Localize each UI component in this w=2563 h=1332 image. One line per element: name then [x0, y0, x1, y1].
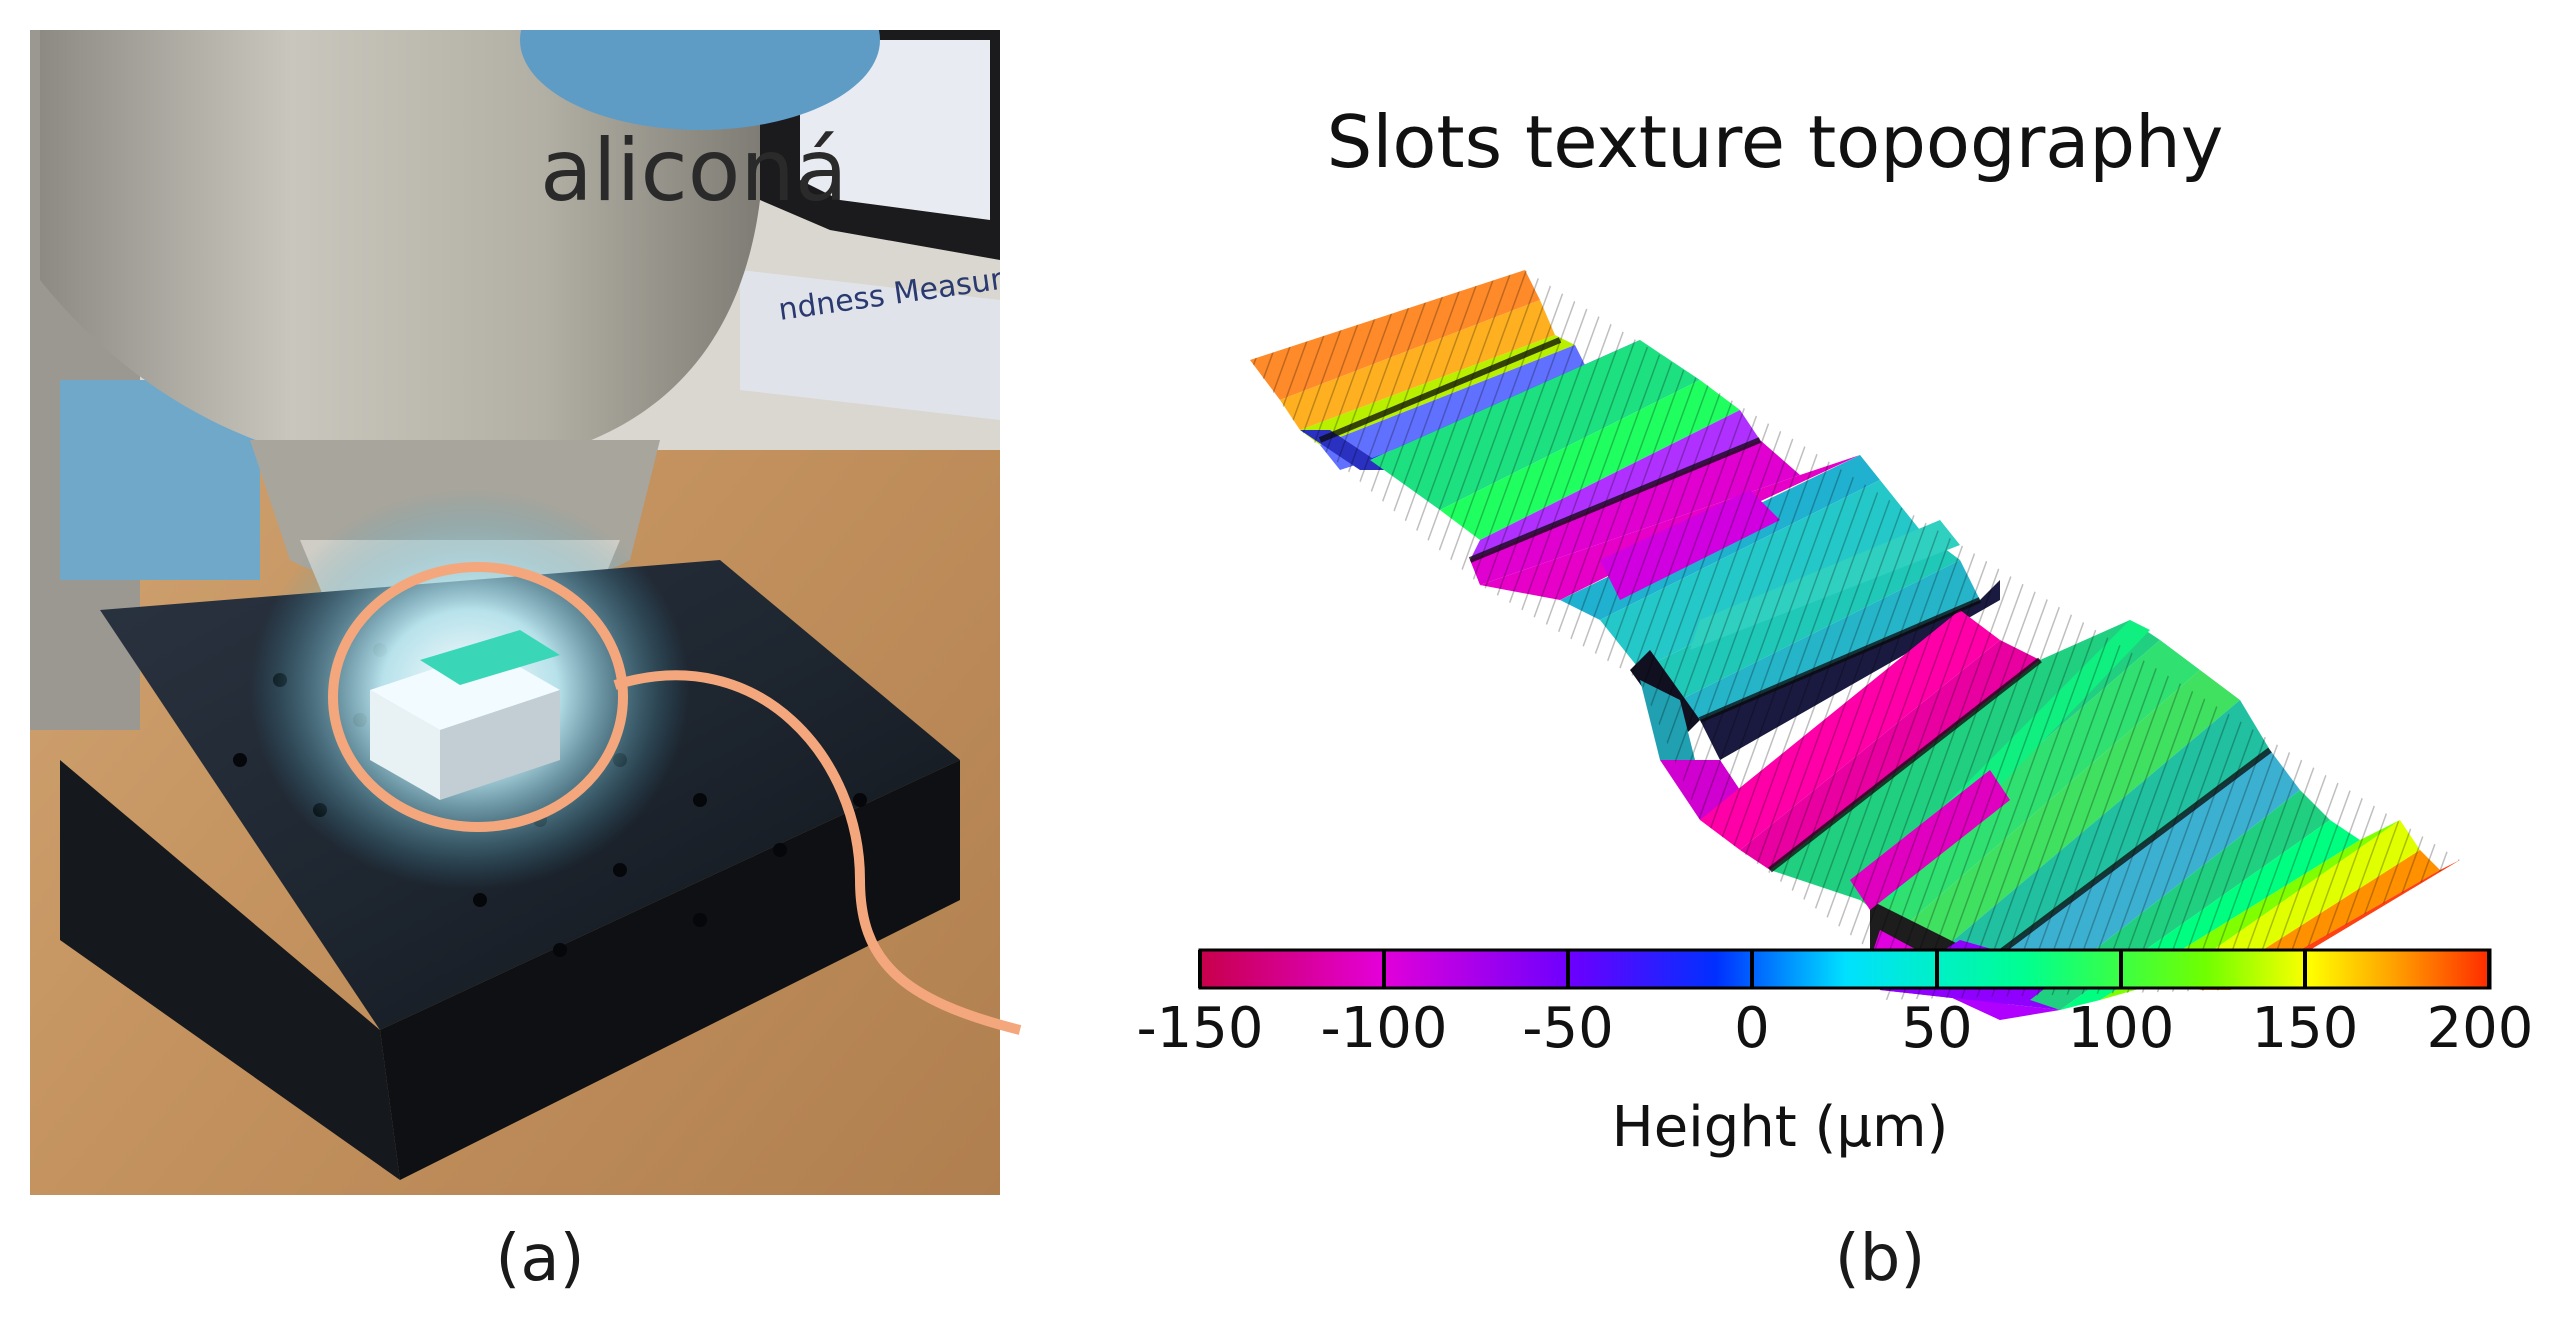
- colorbar-tick-label: 0: [1734, 996, 1770, 1061]
- colorbar-tick-label: -50: [1522, 996, 1614, 1061]
- caption-a: (a): [495, 1222, 585, 1296]
- colorbar-tick-label: -150: [1136, 996, 1264, 1061]
- instrument-brand-text: aliconá: [540, 121, 848, 221]
- leader-line: [613, 670, 1022, 1035]
- colorbar-tick-label: 50: [1901, 996, 1973, 1061]
- caption-b: (b): [1834, 1222, 1926, 1296]
- colorbar-tick-label: 100: [2067, 996, 2175, 1061]
- colorbar-label: Height (μm): [1611, 1095, 1949, 1160]
- instrument-head: [40, 30, 760, 470]
- ridge-texture: [1250, 270, 2460, 1000]
- sample-top: [420, 630, 560, 685]
- panel-b-title: Slots texture topography: [1326, 100, 2224, 184]
- colorbar-tick-label: 200: [2426, 996, 2534, 1061]
- colorbar-ticks: [1198, 950, 2491, 988]
- highlight-ring: [328, 562, 628, 832]
- colorbar: [1198, 948, 2492, 990]
- colorbar-tick-label: -100: [1320, 996, 1448, 1061]
- colorbar-tick-label: 150: [2251, 996, 2359, 1061]
- slot-edges: [1318, 337, 2272, 963]
